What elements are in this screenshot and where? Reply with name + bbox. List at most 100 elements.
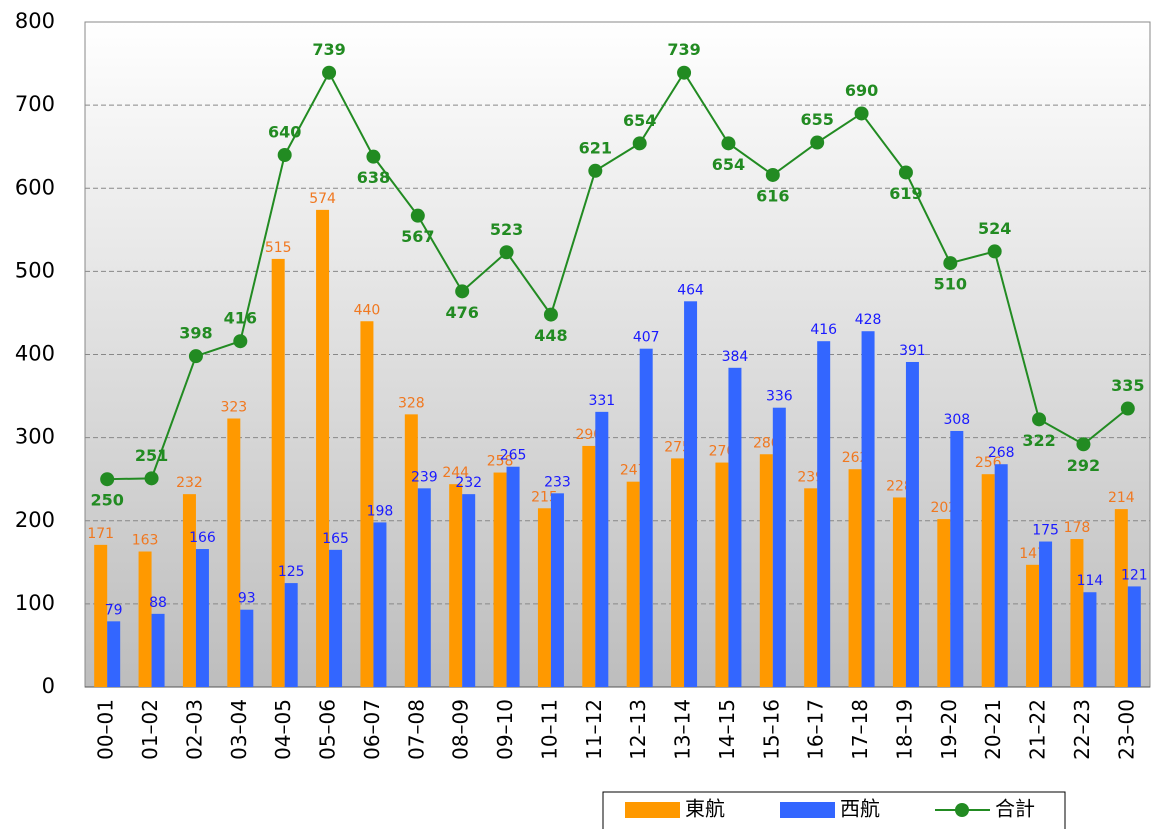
line-value-label: 640 — [268, 123, 301, 142]
y-tick-label: 200 — [15, 508, 55, 532]
bar-value-label: 163 — [132, 533, 159, 549]
bar-value-label: 323 — [220, 400, 247, 416]
line-marker — [144, 471, 159, 486]
line-marker — [455, 284, 470, 299]
line-value-label: 638 — [357, 168, 390, 187]
line-marker — [721, 136, 736, 151]
line-value-label: 251 — [135, 446, 168, 465]
bar-value-label: 515 — [265, 240, 292, 256]
legend-swatch — [625, 802, 680, 818]
bar — [715, 462, 729, 687]
bar-value-label: 178 — [1064, 520, 1091, 536]
legend-swatch — [780, 802, 835, 818]
bar — [671, 458, 685, 687]
bar — [462, 494, 476, 687]
line-marker — [366, 149, 381, 164]
x-tick-label: 02–03 — [182, 699, 206, 760]
bar-value-label: 440 — [354, 302, 381, 318]
line-marker — [987, 244, 1002, 259]
bar-value-label: 384 — [722, 349, 749, 365]
x-tick-label: 08–09 — [449, 699, 473, 760]
bar-value-label: 232 — [455, 475, 482, 491]
line-marker — [1032, 412, 1047, 427]
line-marker — [543, 307, 558, 322]
bar — [994, 464, 1008, 687]
bar — [817, 341, 831, 687]
bar-value-label: 93 — [238, 591, 256, 607]
bar-value-label: 574 — [309, 191, 336, 207]
bar-value-label: 232 — [176, 475, 203, 491]
bar — [848, 469, 862, 687]
x-tick-label: 03–04 — [227, 699, 251, 760]
bar — [937, 519, 951, 687]
line-marker — [233, 334, 248, 349]
x-tick-label: 19–20 — [937, 699, 961, 760]
bar-value-label: 166 — [189, 530, 216, 546]
x-tick-label: 06–07 — [360, 699, 384, 760]
bar-value-label: 171 — [87, 526, 114, 542]
bar-value-label: 464 — [677, 282, 704, 298]
line-value-label: 398 — [179, 324, 212, 343]
line-marker — [1076, 437, 1091, 452]
line-marker — [810, 135, 825, 150]
bar — [550, 493, 564, 687]
line-value-label: 476 — [445, 303, 478, 322]
x-tick-label: 05–06 — [316, 699, 340, 760]
bar-value-label: 336 — [766, 389, 793, 405]
x-tick-label: 07–08 — [404, 699, 428, 760]
legend-label: 東航 — [685, 797, 725, 821]
bar — [182, 494, 196, 687]
bar — [493, 472, 507, 687]
line-marker — [854, 106, 869, 121]
bar-value-label: 258 — [487, 454, 514, 470]
y-tick-label: 300 — [15, 425, 55, 449]
bar — [582, 445, 596, 687]
bar-value-label: 328 — [398, 395, 425, 411]
bar-value-label: 88 — [149, 595, 167, 611]
bar-value-label: 244 — [442, 465, 469, 481]
line-value-label: 654 — [623, 111, 656, 130]
x-tick-label: 10–11 — [537, 699, 561, 760]
bar — [728, 367, 742, 687]
line-value-label: 416 — [224, 309, 257, 328]
bar — [950, 430, 964, 687]
line-value-label: 655 — [800, 110, 833, 129]
bar-value-label: 407 — [633, 330, 660, 346]
bar — [373, 522, 387, 687]
bar — [892, 497, 906, 687]
line-marker — [765, 167, 780, 182]
line-value-label: 654 — [712, 155, 745, 174]
y-tick-label: 500 — [15, 258, 55, 282]
bar — [861, 331, 875, 687]
bar — [151, 613, 165, 687]
line-marker — [943, 256, 958, 271]
bar — [684, 301, 698, 687]
line-marker — [588, 163, 603, 178]
bar — [360, 321, 374, 687]
bar — [595, 411, 609, 687]
legend-swatch — [955, 803, 969, 817]
y-tick-label: 0 — [42, 674, 55, 698]
x-tick-label: 12–13 — [626, 699, 650, 760]
line-marker — [100, 472, 115, 487]
legend-label: 西航 — [840, 797, 880, 821]
bar-value-label: 125 — [278, 564, 305, 580]
bar — [316, 209, 330, 688]
bar-value-label: 268 — [988, 445, 1015, 461]
line-value-label: 448 — [534, 326, 567, 345]
bar — [506, 466, 520, 687]
legend-label: 合計 — [995, 797, 1035, 821]
bar — [759, 454, 773, 687]
line-value-label: 523 — [490, 220, 523, 239]
y-tick-label: 400 — [15, 342, 55, 366]
bar-value-label: 79 — [105, 602, 123, 618]
bar-value-label: 428 — [855, 312, 882, 328]
bar — [1070, 539, 1084, 687]
x-tick-label: 17–18 — [848, 699, 872, 760]
bar — [804, 488, 818, 687]
x-tick-label: 20–21 — [981, 699, 1005, 760]
bar — [639, 348, 653, 687]
line-marker — [499, 245, 514, 260]
line-value-label: 335 — [1111, 376, 1144, 395]
